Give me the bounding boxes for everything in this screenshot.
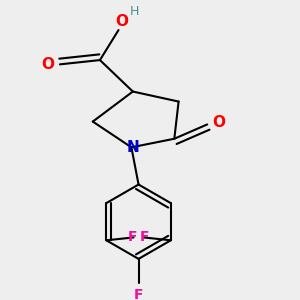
Text: F: F xyxy=(128,230,137,244)
Text: H: H xyxy=(130,5,139,18)
Text: F: F xyxy=(140,230,149,244)
Text: F: F xyxy=(134,288,143,300)
Text: O: O xyxy=(41,57,54,72)
Text: O: O xyxy=(212,115,225,130)
Text: O: O xyxy=(115,14,128,29)
Text: N: N xyxy=(127,140,139,155)
